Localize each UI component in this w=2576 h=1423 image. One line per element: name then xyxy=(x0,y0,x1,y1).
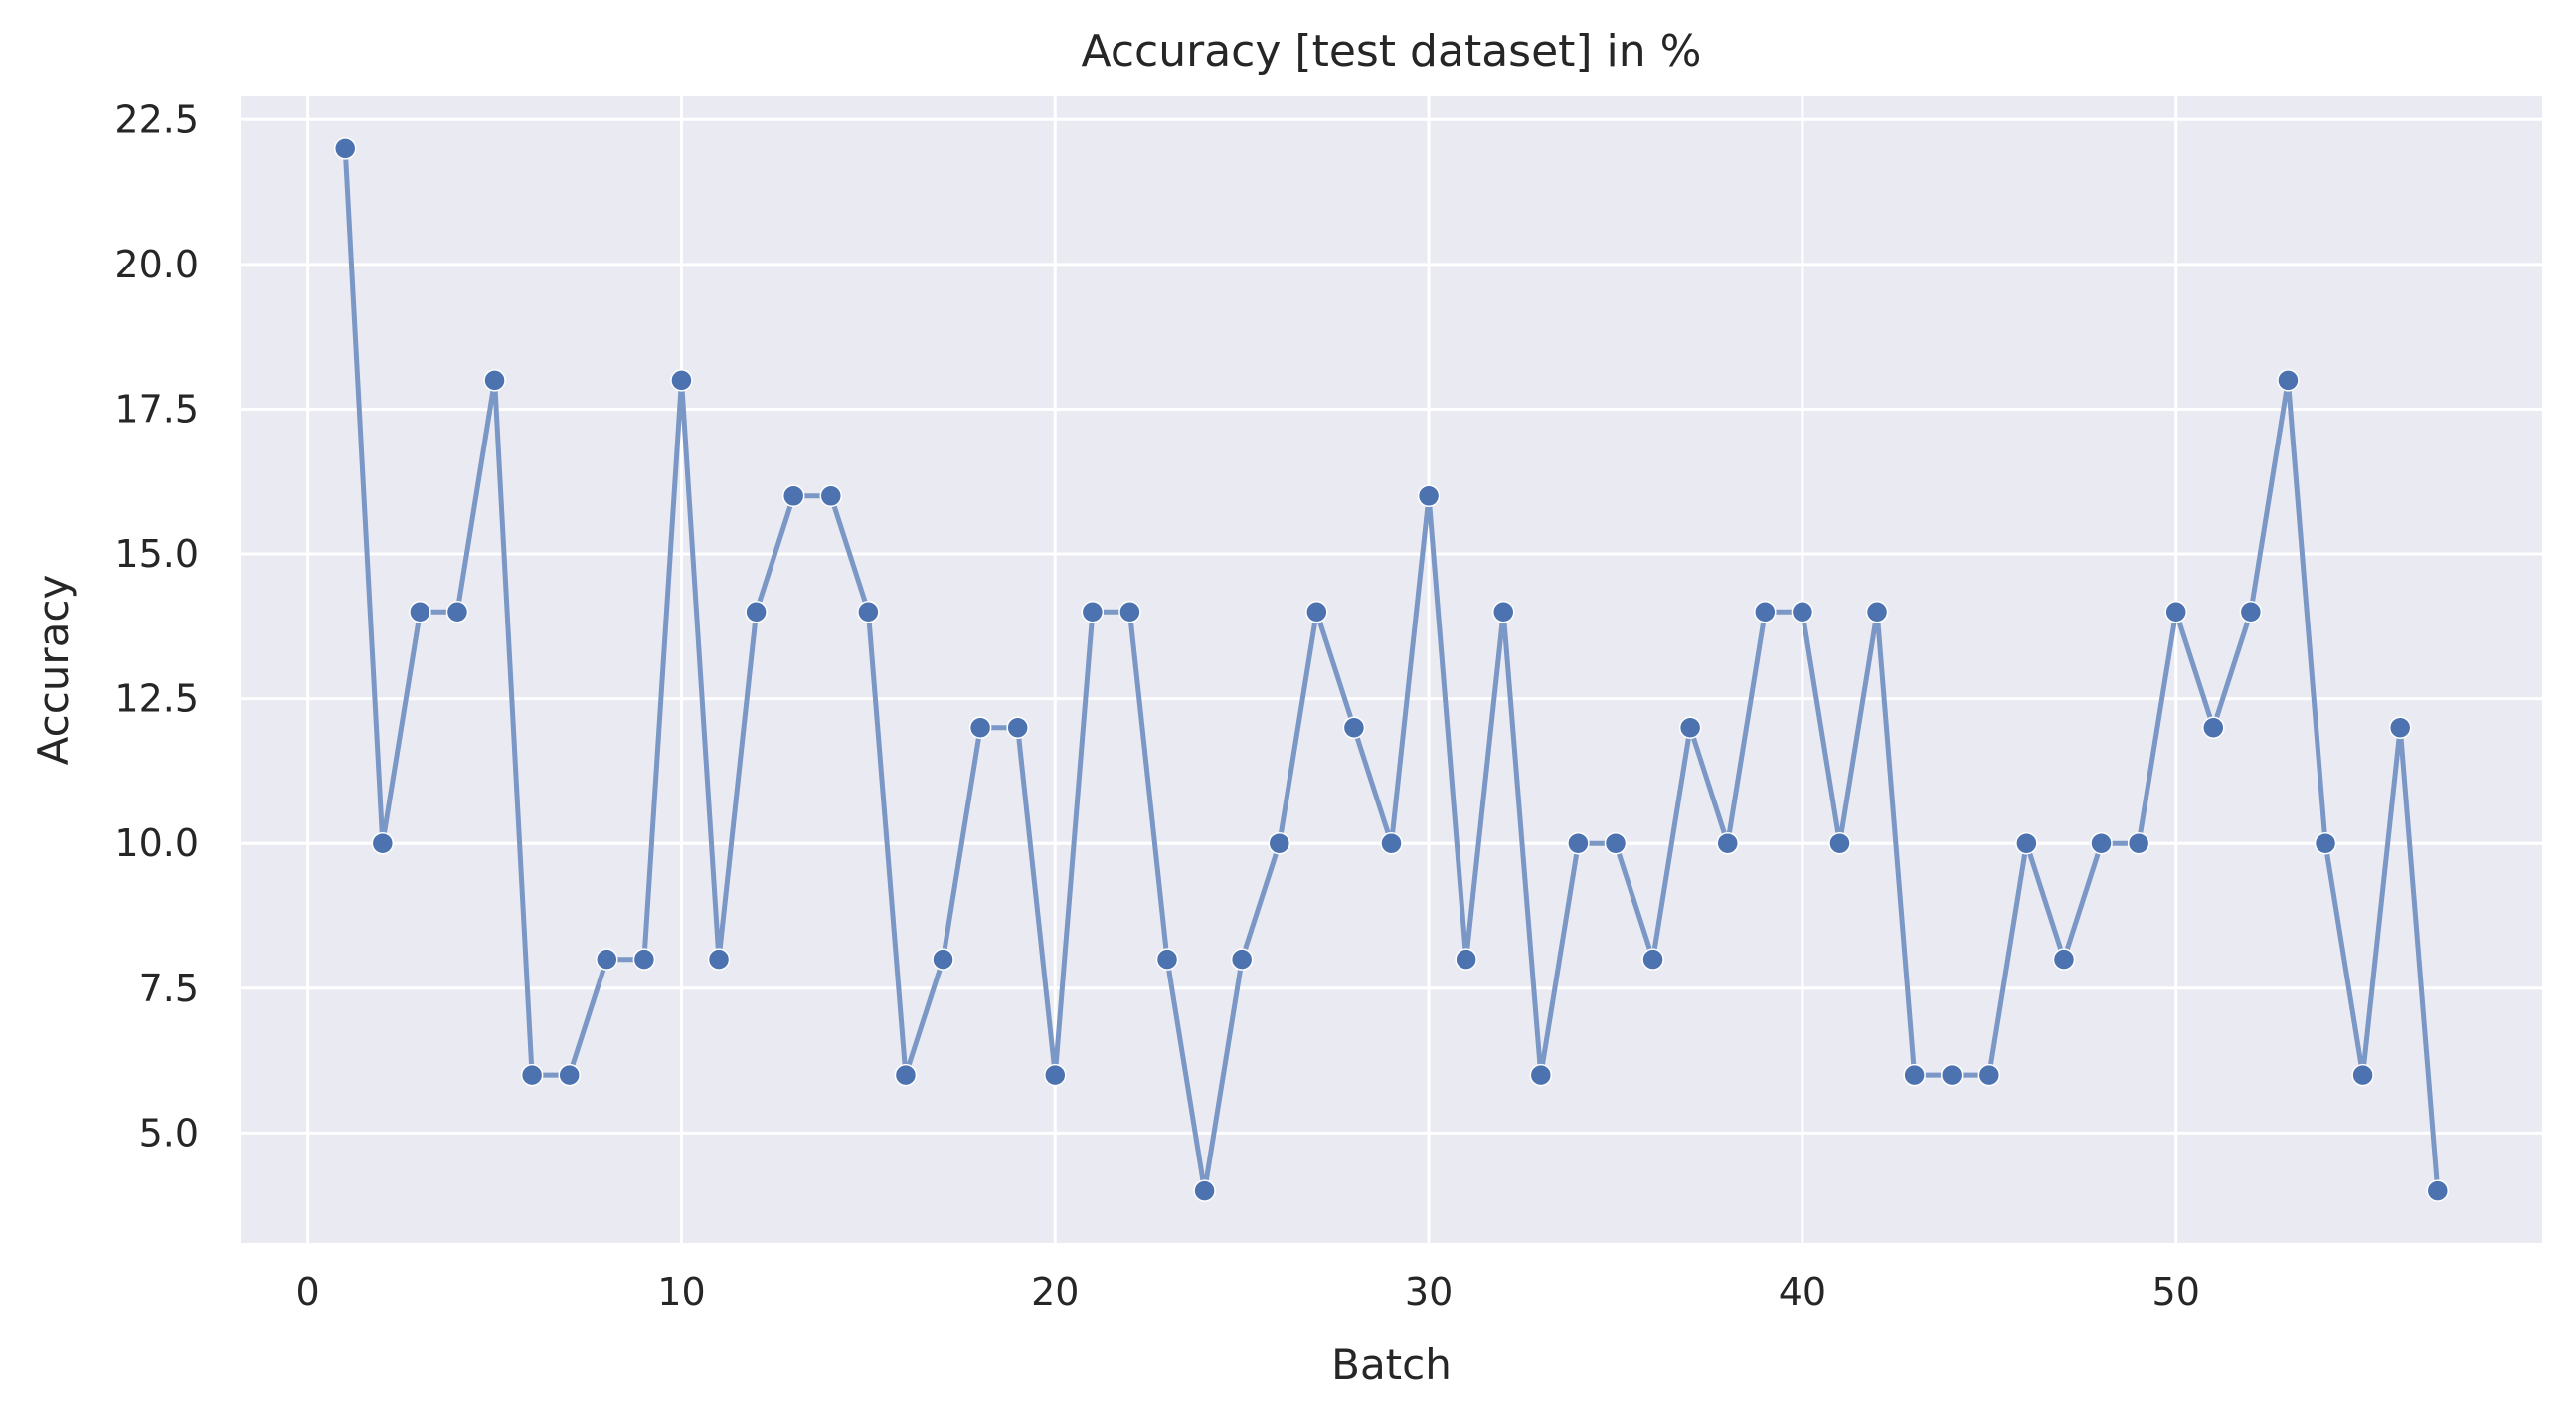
data-point xyxy=(1791,601,1814,623)
data-point xyxy=(1716,831,1739,855)
data-point xyxy=(2090,831,2113,855)
data-point xyxy=(857,601,880,623)
data-point xyxy=(1977,1063,2001,1087)
data-point xyxy=(1305,601,1328,623)
x-tick-label: 10 xyxy=(657,1270,705,1314)
y-tick-label: 17.5 xyxy=(114,387,199,431)
data-point xyxy=(2351,1063,2374,1087)
data-point xyxy=(409,601,431,623)
data-point xyxy=(2426,1179,2450,1202)
data-point xyxy=(1380,831,1403,855)
data-point xyxy=(819,484,843,508)
data-point xyxy=(968,716,992,739)
data-point xyxy=(2202,716,2225,739)
data-point xyxy=(2314,831,2337,855)
data-point xyxy=(2127,831,2150,855)
y-axis-label: Accuracy xyxy=(29,575,78,766)
y-tick-label: 12.5 xyxy=(114,677,199,721)
data-point xyxy=(1678,716,1702,739)
data-point xyxy=(1118,601,1141,623)
y-tick-labels: 5.0 7.5 10.0 12.5 15.0 17.5 20.0 22.5 xyxy=(114,97,199,1155)
x-tick-labels: 0 10 20 30 40 50 xyxy=(296,1270,2200,1314)
data-point xyxy=(1604,831,1628,855)
y-tick-label: 15.0 xyxy=(114,532,199,576)
y-tick-label: 20.0 xyxy=(114,243,199,286)
data-point xyxy=(1754,601,1777,623)
data-point xyxy=(1230,948,1254,971)
data-point xyxy=(2164,601,2187,623)
data-point xyxy=(2277,369,2300,392)
data-point xyxy=(670,369,693,392)
data-point xyxy=(1903,1063,1926,1087)
y-tick-label: 10.0 xyxy=(114,821,199,865)
data-point xyxy=(445,601,469,623)
data-point xyxy=(1417,484,1441,508)
data-point xyxy=(932,948,954,971)
data-point xyxy=(333,137,357,160)
y-tick-label: 22.5 xyxy=(114,97,199,141)
data-point xyxy=(894,1063,918,1087)
x-tick-label: 30 xyxy=(1405,1270,1453,1314)
data-point xyxy=(1529,1063,1553,1087)
data-points xyxy=(333,137,2450,1202)
chart-title: Accuracy [test dataset] in % xyxy=(1082,26,1702,77)
data-point xyxy=(1940,1063,1964,1087)
x-tick-label: 40 xyxy=(1779,1270,1826,1314)
data-point xyxy=(1455,948,1477,971)
data-point xyxy=(2052,948,2076,971)
data-point xyxy=(781,484,805,508)
data-point xyxy=(558,1063,581,1087)
data-point xyxy=(2015,831,2038,855)
data-point xyxy=(520,1063,544,1087)
data-point xyxy=(1268,831,1291,855)
y-tick-label: 7.5 xyxy=(139,967,199,1010)
data-point xyxy=(1567,831,1590,855)
data-point xyxy=(1865,601,1889,623)
plot-area xyxy=(241,96,2542,1243)
data-point xyxy=(2239,601,2263,623)
x-tick-label: 20 xyxy=(1031,1270,1079,1314)
x-tick-label: 50 xyxy=(2152,1270,2200,1314)
data-point xyxy=(1828,831,1851,855)
data-point xyxy=(1155,948,1179,971)
data-point xyxy=(1044,1063,1067,1087)
data-point xyxy=(632,948,656,971)
x-tick-label: 0 xyxy=(296,1270,320,1314)
data-point xyxy=(1491,601,1515,623)
y-tick-label: 5.0 xyxy=(139,1111,199,1155)
data-point xyxy=(1193,1179,1216,1202)
data-point xyxy=(371,831,395,855)
data-point xyxy=(1006,716,1029,739)
data-point xyxy=(596,948,618,971)
data-point xyxy=(1641,948,1664,971)
grid-lines xyxy=(241,96,2542,1243)
data-point xyxy=(2388,716,2412,739)
data-point xyxy=(483,369,506,392)
data-point xyxy=(1081,601,1105,623)
data-point xyxy=(707,948,731,971)
data-point xyxy=(1342,716,1366,739)
data-point xyxy=(745,601,768,623)
x-axis-label: Batch xyxy=(1331,1340,1452,1389)
